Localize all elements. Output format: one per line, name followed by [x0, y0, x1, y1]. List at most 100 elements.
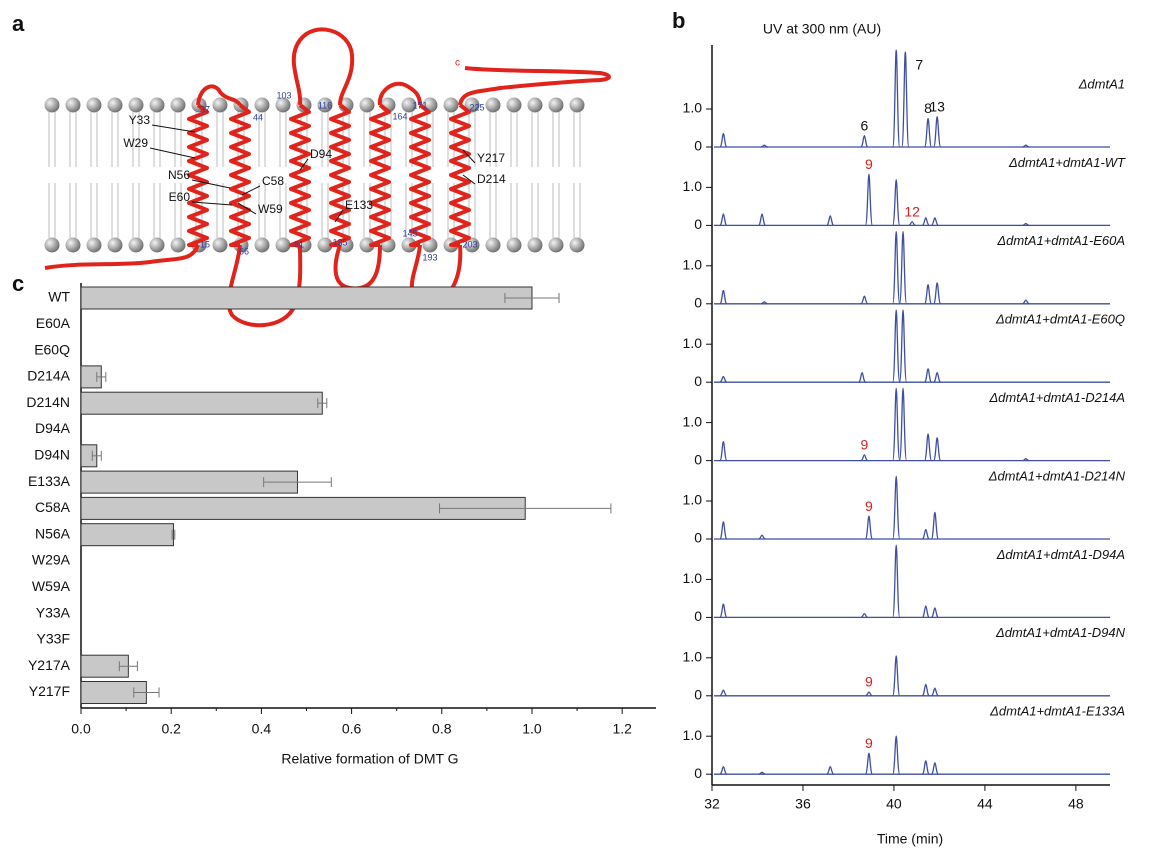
peak	[923, 117, 933, 148]
category-label: Y33A	[36, 604, 71, 620]
y-tick-label: 0	[694, 608, 702, 624]
peak	[923, 368, 933, 383]
residue-label: Y33	[129, 113, 151, 127]
peak	[892, 735, 901, 775]
x-tick-label: 0.6	[342, 721, 362, 737]
lipid-head	[485, 97, 501, 113]
residue-number: 44	[253, 112, 263, 122]
residue-number: 66	[239, 246, 249, 256]
peak	[898, 230, 908, 305]
y-tick-label: 1.0	[683, 178, 703, 194]
y-tick-label: 0	[694, 373, 702, 389]
lipid-head	[107, 97, 123, 113]
x-tick-label: 0.2	[161, 721, 181, 737]
x-tick-label: 36	[795, 796, 811, 812]
leader-line	[149, 147, 196, 159]
y-tick-label: 1.0	[683, 413, 703, 429]
y-tick-label: 0	[694, 687, 702, 703]
peak	[901, 51, 910, 148]
y-tick-label: 1.0	[683, 649, 703, 665]
peak	[933, 115, 942, 148]
category-label: W59A	[32, 578, 71, 594]
lipid-head	[170, 97, 186, 113]
leader-line	[151, 124, 196, 133]
y-tick-label: 0	[694, 451, 702, 467]
y-tick-label: 1.0	[683, 492, 703, 508]
y-tick-label: 0	[694, 295, 702, 311]
peak-label: 12	[904, 203, 920, 219]
lipid-head	[65, 97, 81, 113]
peak-label: 6	[860, 117, 868, 133]
loop	[226, 244, 303, 328]
error-bar	[91, 450, 102, 461]
residue-label: E133	[345, 198, 373, 212]
category-label: N56A	[35, 525, 71, 541]
c-terminus-loop	[458, 66, 611, 106]
peak	[898, 387, 908, 462]
chart-title: UV at 300 nm (AU)	[763, 21, 881, 37]
residue-number: 81	[294, 239, 304, 249]
y-tick-label: 0	[694, 138, 702, 154]
y-tick-label: 0	[694, 530, 702, 546]
helix	[229, 103, 251, 247]
category-label: Y217F	[29, 683, 70, 699]
error-bar	[96, 371, 107, 382]
peak-label: 9	[865, 156, 873, 172]
peak	[892, 387, 901, 462]
peak	[758, 534, 766, 540]
lipid-head	[149, 237, 165, 253]
trace-name: ΔdmtA1+dmtA1-E60A	[996, 233, 1125, 248]
lipid-head	[527, 97, 543, 113]
trace-name: ΔdmtA1+dmtA1-D94N	[995, 625, 1126, 640]
residue-number: 116	[318, 100, 332, 110]
x-axis-label: Relative formation of DMT G	[281, 751, 458, 767]
loop	[196, 84, 242, 107]
helix	[449, 103, 471, 247]
trace-name: ΔdmtA1+dmtA1-D214N	[988, 468, 1126, 483]
category-label: D214A	[27, 368, 70, 384]
lipid-head	[422, 237, 438, 253]
residue-label: D94	[310, 147, 332, 161]
lipid-head	[149, 97, 165, 113]
peak	[719, 521, 728, 540]
residue-label: W59	[258, 202, 283, 216]
lipid-head	[569, 97, 585, 113]
peak	[860, 612, 869, 619]
peak	[898, 309, 908, 383]
residue-label: E60	[169, 190, 191, 204]
panel-label: a	[12, 11, 25, 36]
lipid-head	[44, 237, 60, 253]
lipid-head	[254, 97, 270, 113]
x-tick-label: 0.8	[432, 721, 452, 737]
x-axis-label: Time (min)	[877, 831, 943, 847]
peak	[930, 511, 940, 540]
peak-label: 9	[865, 674, 873, 690]
lipid-head	[359, 237, 375, 253]
peak	[860, 454, 869, 462]
peak	[892, 49, 901, 148]
leader-line	[462, 149, 476, 164]
category-label: Y217A	[28, 657, 71, 673]
peak	[1022, 458, 1030, 462]
peak	[865, 691, 873, 697]
protein-topology	[44, 27, 611, 328]
category-label: E60A	[36, 315, 71, 331]
residue-number: 193	[422, 252, 437, 262]
peak	[864, 752, 874, 775]
lipid-head	[107, 237, 123, 253]
peak	[921, 760, 930, 775]
lipid-head	[569, 237, 585, 253]
peak	[892, 655, 901, 697]
error-bar	[439, 503, 612, 514]
lipid-head	[275, 97, 291, 113]
peak	[933, 282, 942, 305]
helix	[329, 103, 351, 247]
x-tick-label: 40	[886, 796, 902, 812]
lipid-head	[548, 97, 564, 113]
lipid-head	[254, 237, 270, 253]
x-tick-label: 0.4	[252, 721, 272, 737]
peak	[864, 173, 874, 227]
peak	[892, 230, 901, 305]
trace-name: ΔdmtA1	[1078, 76, 1125, 91]
residue-number: 103	[276, 90, 291, 100]
